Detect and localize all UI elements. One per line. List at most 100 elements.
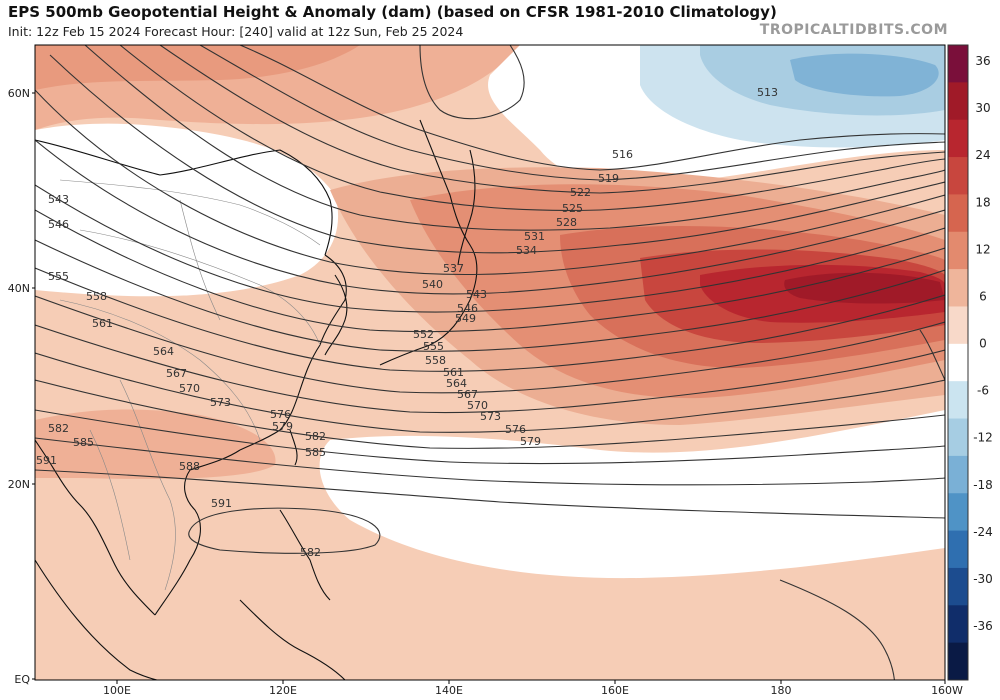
contour-label: 582 [300,546,321,559]
contour-label: 561 [443,366,464,379]
contour-label: 516 [612,148,633,161]
lat-label-20n: 20N [8,478,30,491]
colorbar-swatch [948,194,968,233]
credit-watermark: TROPICALTIDBITS.COM [759,22,948,38]
contour-label: 549 [455,312,476,325]
contour-label: 570 [179,382,200,395]
colorbar-swatch [948,605,968,644]
colorbar-swatch [948,119,968,158]
colorbar-swatch [948,642,968,681]
contour-label: 546 [457,302,478,315]
colorbar-label: 18 [975,195,990,209]
contour-label: 582 [305,430,326,443]
contour-label: 567 [166,367,187,380]
contour-label: 537 [443,262,464,275]
longitude-axis: 100E 120E 140E 160E 180 160W [103,684,963,697]
contour-label: 591 [36,454,57,467]
lon-label-140e: 140E [435,684,463,697]
colorbar-label: 36 [975,54,990,68]
colorbar-label: -30 [973,572,993,586]
lon-label-120e: 120E [269,684,297,697]
colorbar-label: -18 [973,478,993,492]
anomaly-positive-core [784,272,945,304]
contour-label: 555 [423,340,444,353]
lat-label-60n: 60N [8,87,30,100]
colorbar-label: 6 [979,289,987,303]
colorbar-swatch [948,157,968,195]
colorbar-swatch [948,82,968,121]
contour-label: 564 [446,377,467,390]
contour-label: 585 [305,446,326,459]
colorbar-swatch [948,567,968,606]
contour-label: 546 [48,218,69,231]
colorbar-label: -6 [977,384,989,398]
chart-subtitle: Init: 12z Feb 15 2024 Forecast Hour: [24… [8,24,464,39]
contour-label: 534 [516,244,537,257]
contour-label: 576 [270,408,291,421]
lon-label-100e: 100E [103,684,131,697]
contour-label: 522 [570,186,591,199]
height-contours [35,45,945,680]
colorbar-label: 24 [975,148,990,162]
colorbar-label: -36 [973,619,993,633]
contour-label: 573 [480,410,501,423]
colorbar-label: 12 [975,242,990,256]
colorbar-swatch [948,343,968,382]
colorbar-labels: 36 30 24 18 12 6 0 -6 -12 -18 -24 -30 -36 [973,54,993,633]
colorbar-swatch [948,530,968,569]
contour-label: 579 [272,420,293,433]
contour-label: 531 [524,230,545,243]
contour-label: 528 [556,216,577,229]
contour-label: 564 [153,345,174,358]
anomaly-neutral-south [319,410,945,579]
contour-label-layer: 5135165195225255285315345375405435465495… [36,86,778,559]
colorbar [947,44,969,681]
lat-label-40n: 40N [8,282,30,295]
colorbar-label: -12 [973,431,993,445]
colorbar-label: 0 [979,337,987,351]
colorbar-swatch [948,269,968,307]
contour-label: 543 [466,288,487,301]
contour-label: 540 [422,278,443,291]
latitude-axis: 60N 40N 20N EQ [8,87,31,686]
lon-label-160w: 160W [931,684,963,697]
anomaly-warm-nw-core [35,45,360,90]
colorbar-label: 30 [975,101,990,115]
latitude-ticks [32,92,35,680]
contour-label: 588 [179,460,200,473]
contour-label: 558 [86,290,107,303]
lat-label-eq: EQ [14,673,30,686]
contour-label: 561 [92,317,113,330]
chart-title: EPS 500mb Geopotential Height & Anomaly … [8,3,777,21]
colorbar-swatch [948,493,968,532]
contour-label: 555 [48,270,69,283]
colorbar-swatch [948,455,968,494]
longitude-ticks [116,680,946,684]
contour-label: 513 [757,86,778,99]
contour-label: 585 [73,436,94,449]
contour-label: 591 [211,497,232,510]
contour-label: 519 [598,172,619,185]
contour-label: 552 [413,328,434,341]
contour-label: 582 [48,422,69,435]
map-frame [34,44,946,681]
contour-label: 570 [467,399,488,412]
colorbar-swatch [948,45,968,83]
colorbar-label: -24 [973,525,993,539]
contour-label: 558 [425,354,446,367]
colorbar-frame [947,44,969,681]
lon-label-180: 180 [771,684,792,697]
colorbar-swatch [948,231,968,270]
contour-label: 567 [457,388,478,401]
contour-label: 576 [505,423,526,436]
anomaly-negative-core [790,53,939,97]
contour-label: 579 [520,435,541,448]
contour-label: 525 [562,202,583,215]
lon-label-160e: 160E [601,684,629,697]
contour-label: 573 [210,396,231,409]
colorbar-swatch [948,381,968,420]
colorbar-swatch [948,418,968,457]
contour-label: 543 [48,193,69,206]
anomaly-neutral-west [35,123,339,297]
